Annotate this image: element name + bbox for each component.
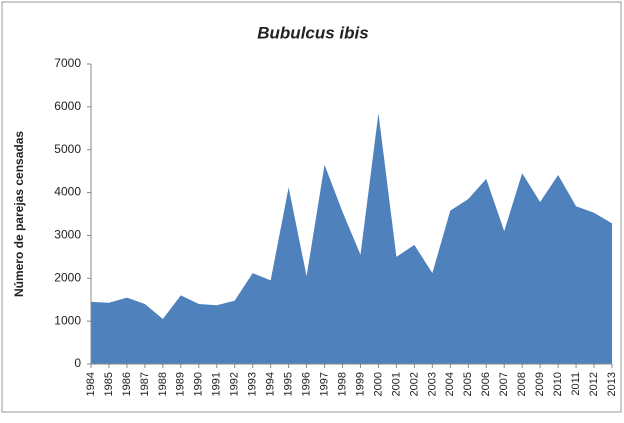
x-tick-label: 2012 <box>588 372 600 396</box>
x-tick-label: 2005 <box>462 372 474 396</box>
x-tick-label: 1992 <box>229 372 241 396</box>
x-tick-label: 1996 <box>300 372 312 396</box>
y-tick-label: 1000 <box>54 313 81 327</box>
y-tick-label: 0 <box>74 356 81 370</box>
y-tick-label: 5000 <box>54 142 81 156</box>
chart-title: Bubulcus ibis <box>257 23 368 42</box>
x-tick-label: 2013 <box>606 372 618 396</box>
x-tick-label: 2003 <box>426 372 438 396</box>
x-tick-label: 2002 <box>408 372 420 396</box>
x-tick-label: 2008 <box>516 372 528 396</box>
x-tick-label: 1997 <box>318 372 330 396</box>
y-axis-label: Número de parejas censadas <box>12 131 26 297</box>
x-tick-label: 1998 <box>336 372 348 396</box>
x-tick-label: 1990 <box>193 372 205 396</box>
x-tick-label: 1999 <box>354 372 366 396</box>
x-tick-label: 1994 <box>265 372 277 396</box>
y-tick-label: 7000 <box>54 56 81 70</box>
x-tick-label: 2009 <box>534 372 546 396</box>
x-tick-label: 1989 <box>175 372 187 396</box>
y-tick-label: 6000 <box>54 99 81 113</box>
x-tick-label: 2001 <box>390 372 402 396</box>
x-tick-label: 2000 <box>372 372 384 396</box>
y-tick-label: 3000 <box>54 228 81 242</box>
x-tick-label: 1985 <box>103 372 115 396</box>
x-tick-label: 1984 <box>85 372 97 396</box>
x-tick-label: 1993 <box>247 372 259 396</box>
x-tick-label: 1991 <box>211 372 223 396</box>
x-tick-label: 2011 <box>570 372 582 396</box>
x-tick-label: 1988 <box>157 372 169 396</box>
x-tick-label: 1986 <box>121 372 133 396</box>
y-tick-label: 4000 <box>54 185 81 199</box>
x-tick-label: 1995 <box>283 372 295 396</box>
x-tick-label: 2010 <box>552 372 564 396</box>
x-tick-label: 2006 <box>480 372 492 396</box>
x-tick-label: 1987 <box>139 372 151 396</box>
x-tick-label: 2007 <box>498 372 510 396</box>
x-tick-label: 2004 <box>444 372 456 396</box>
y-tick-label: 2000 <box>54 270 81 284</box>
area <box>91 113 612 365</box>
